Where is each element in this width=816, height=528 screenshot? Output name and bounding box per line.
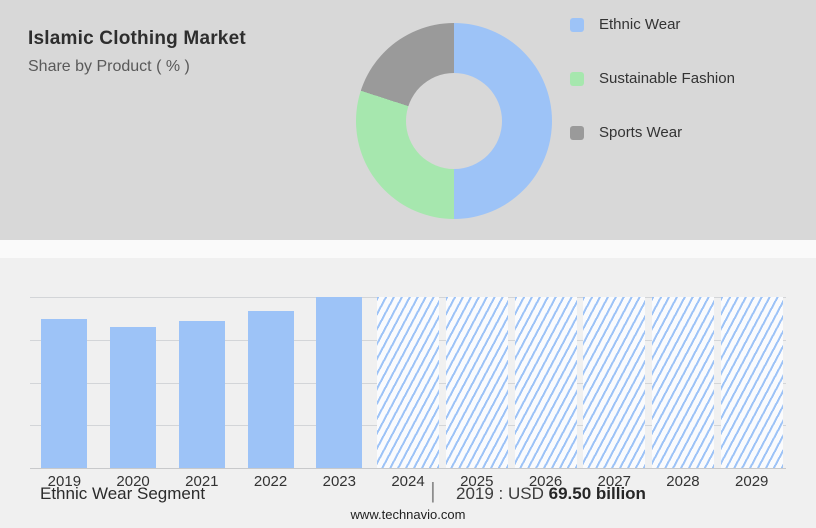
gridline	[30, 468, 786, 469]
legend-label-sports-wear: Sports Wear	[599, 124, 683, 141]
bar-2023	[316, 297, 363, 468]
bar-forecast-2028	[651, 297, 714, 468]
bar-2022	[247, 310, 294, 468]
bar-2020	[110, 326, 157, 468]
market-value-prefix: 2019 : USD	[456, 484, 544, 503]
bar-chart-plot	[30, 297, 786, 469]
x-axis-label: 2028	[666, 473, 700, 490]
donut-legend: Ethnic Wear Sustainable Fashion Sports W…	[570, 16, 735, 141]
bar-column	[649, 297, 718, 468]
bar-2019	[41, 319, 88, 468]
bar-forecast-2026	[514, 297, 577, 468]
x-axis-label: 2025	[460, 473, 494, 490]
bar-column	[511, 297, 580, 468]
market-value: 2019 : USD 69.50 billion	[456, 484, 646, 504]
legend-item-ethnic-wear: Ethnic Wear	[570, 16, 735, 33]
x-axis-label: 2023	[322, 473, 356, 490]
donut-hole	[406, 73, 502, 169]
bar-forecast-2025	[445, 297, 508, 468]
legend-item-sports-wear: Sports Wear	[570, 124, 735, 141]
bar-forecast-2027	[583, 297, 646, 468]
x-axis-label: 2029	[735, 473, 769, 490]
donut-chart-wrap	[356, 23, 552, 219]
footer-divider: |	[430, 478, 436, 503]
bar-column	[305, 297, 374, 468]
legend-swatch-ethnic-wear	[570, 17, 584, 32]
bar-forecast-2024	[377, 297, 440, 468]
website-url: www.technavio.com	[350, 507, 466, 522]
legend-swatch-sports-wear	[570, 125, 584, 140]
bar-row	[30, 297, 786, 468]
x-axis-label: 2019	[47, 473, 82, 490]
x-axis-label: 2022	[253, 473, 288, 490]
market-value-amount: 69.50 billion	[548, 484, 646, 503]
x-axis-label: 2026	[528, 473, 563, 490]
bar-column	[99, 297, 168, 468]
legend-item-sustainable-fashion: Sustainable Fashion	[570, 70, 735, 87]
x-axis-label: 2020	[116, 473, 150, 490]
bar-column	[442, 297, 511, 468]
x-axis-label: 2024	[391, 473, 425, 490]
bar-column	[236, 297, 305, 468]
x-axis-labels: 2019 2020 2021 2022 2023 2024 2025 2026 2027 2028…	[30, 473, 786, 490]
legend-label-sustainable-fashion: Sustainable Fashion	[599, 70, 735, 87]
bar-forecast-2029	[720, 297, 783, 468]
bar-column	[580, 297, 649, 468]
legend-swatch-sustainable-fashion	[570, 71, 584, 86]
segment-label: Ethnic Wear Segment	[40, 484, 206, 503]
x-axis-label: 2027	[597, 473, 631, 490]
header-panel: Islamic Clothing Market Share by Product…	[0, 0, 816, 240]
page-subtitle: Share by Product ( % )	[28, 58, 190, 75]
page-title: Islamic Clothing Market	[28, 28, 246, 49]
bar-column	[717, 297, 786, 468]
legend-label-ethnic-wear: Ethnic Wear	[599, 16, 681, 33]
bar-column	[167, 297, 236, 468]
bar-column	[374, 297, 443, 468]
bar-column	[30, 297, 99, 468]
x-axis-label: 2021	[185, 473, 219, 490]
title-block: Islamic Clothing Market Share by Product…	[28, 28, 246, 76]
separator-band	[0, 240, 816, 258]
bar-2021	[178, 320, 225, 468]
